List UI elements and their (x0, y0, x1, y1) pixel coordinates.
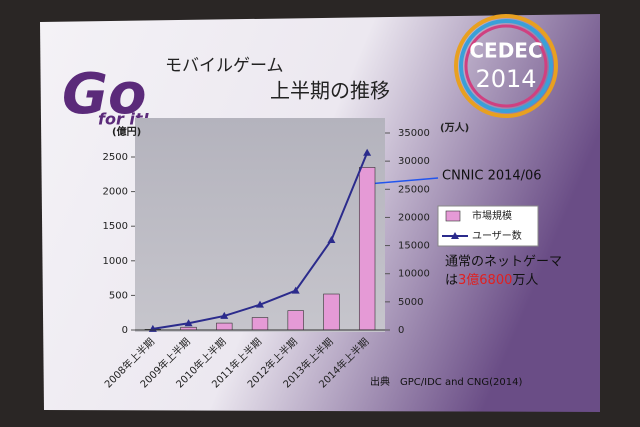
marker (256, 300, 264, 308)
source: 出典 GPC/IDC and CNG(2014) (370, 375, 522, 388)
marker (220, 311, 229, 319)
y-tick-label: 1500 (103, 221, 128, 232)
note-highlight: 3億6800 (458, 272, 512, 288)
y2-tick-label: 30000 (398, 156, 430, 167)
y-tick-label: 0 (122, 325, 128, 336)
y2-tick-label: 0 (398, 325, 404, 336)
y-tick-label: 1000 (103, 256, 128, 267)
note-text: 万人 (512, 273, 538, 288)
y2-tick-label: 15000 (398, 241, 430, 252)
note: 通常のネットゲーマ (445, 255, 562, 270)
marker (363, 148, 372, 156)
legend-label: ユーザー数 (472, 229, 522, 242)
y-tick-label: 2000 (103, 187, 128, 198)
y2-tick-label: 5000 (398, 297, 423, 308)
y2-tick-label: 35000 (398, 128, 430, 139)
bar (287, 310, 304, 331)
y-axis-label: (億円) (112, 125, 141, 138)
annotation: CNNIC 2014/06 (442, 169, 542, 184)
event-logo: CEDEC 2014 (454, 14, 558, 118)
legend-label: 市場規模 (472, 209, 512, 222)
logo-ring (454, 14, 558, 118)
legend-swatch (445, 210, 461, 222)
logo-name: CEDEC (469, 39, 542, 63)
annotation-line (367, 177, 439, 185)
bar (323, 293, 340, 331)
bar (216, 322, 233, 331)
logo-year: 2014 (475, 65, 536, 93)
y-tick-label: 2500 (103, 152, 128, 163)
chart-title: 上半期の推移 (270, 79, 390, 103)
marker (184, 319, 193, 327)
marker (327, 235, 336, 243)
bar (358, 167, 376, 331)
marker (291, 286, 300, 294)
note-text: は (445, 273, 458, 288)
note: は3億6800万人 (445, 272, 538, 288)
y2-axis-label: (万人) (440, 121, 469, 134)
logo-ring (459, 19, 553, 113)
chart-title: モバイルゲーム (165, 56, 284, 76)
y2-tick-label: 10000 (398, 269, 430, 280)
y2-tick-label: 20000 (398, 212, 430, 223)
legend-swatch (451, 232, 459, 239)
y-tick-label: 500 (109, 290, 128, 301)
y2-tick-label: 25000 (398, 184, 430, 195)
logo-go: Go (62, 62, 146, 127)
plot-area (135, 118, 385, 332)
bar (251, 317, 269, 331)
logo-ring (464, 24, 548, 108)
